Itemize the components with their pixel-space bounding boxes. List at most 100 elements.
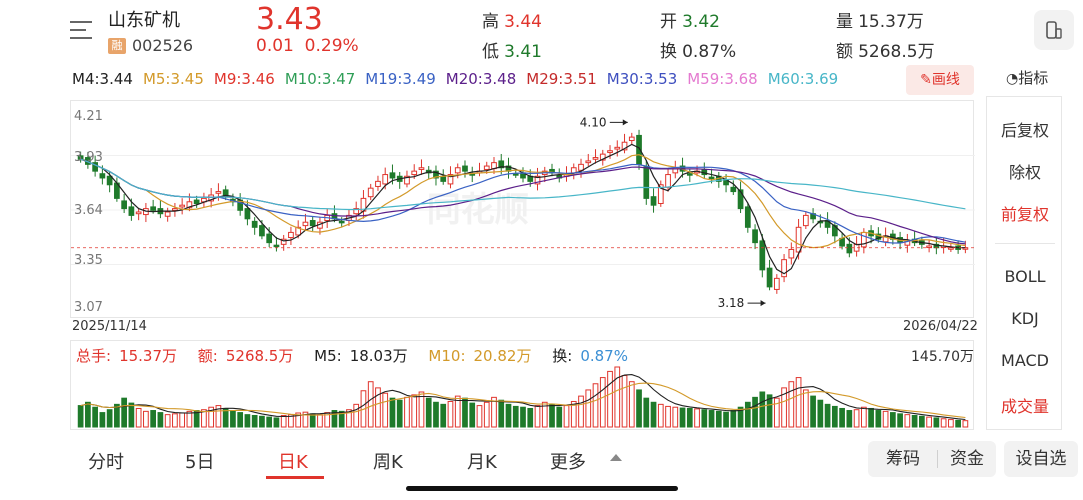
funds-button[interactable]: 资金 [938, 441, 996, 477]
candle-body [179, 204, 186, 208]
volume-bar [730, 410, 737, 428]
vol-m5-label: M5: [314, 347, 342, 365]
volume-bar [715, 410, 722, 428]
low-value: 3.41 [504, 42, 542, 62]
candle-body [244, 208, 251, 220]
stock-name: 山东矿机 [108, 10, 180, 31]
button-divider [937, 450, 938, 468]
y-tick-4: 3.07 [74, 300, 103, 315]
volume-bar [346, 409, 352, 428]
vol-turn-label: 换: [552, 347, 573, 365]
kline-chart[interactable]: 同花顺 4.10 3.18 [70, 100, 975, 318]
side-boll[interactable]: BOLL [1004, 267, 1046, 286]
vol-ma-line-10 [80, 382, 966, 419]
tab-5day[interactable]: 5日 [185, 452, 215, 473]
volume-bar [179, 412, 186, 428]
volume-bar [121, 397, 127, 428]
candle-body [273, 244, 280, 248]
volume-bar [462, 397, 468, 428]
menu-icon[interactable] [70, 18, 96, 42]
volume-bar [244, 414, 251, 428]
volume-bar [744, 401, 751, 428]
candle-body [295, 226, 302, 236]
change-pct: 0.29% [304, 36, 359, 56]
volume-bar [926, 416, 932, 428]
side-macd[interactable]: MACD [1001, 351, 1049, 370]
tab-intraday[interactable]: 分时 [88, 452, 124, 473]
candle-body [759, 240, 766, 271]
volume-bar [955, 419, 961, 428]
indicator-label: 指标 [1018, 69, 1049, 87]
volume-bar [440, 403, 447, 428]
candle-body [302, 221, 309, 227]
amount-value: 5268.5万 [858, 42, 935, 62]
volume-chart[interactable] [70, 340, 974, 430]
side-back-adjust[interactable]: 后复权 [1000, 121, 1049, 140]
indicator-button[interactable]: ◔指标 [1006, 67, 1048, 88]
low-label: 低 [482, 42, 499, 62]
volume-bar [795, 377, 802, 428]
candle-body [860, 231, 867, 248]
volume-bar [520, 406, 526, 428]
volume-bar [882, 410, 889, 428]
add-watchlist-button[interactable]: 设自选 [1004, 441, 1078, 477]
ma-item-1: M5:3.45 [142, 70, 204, 88]
candle-body [737, 189, 744, 210]
vol-m10-label: M10: [428, 347, 466, 365]
candle-body [781, 259, 787, 278]
tab-more[interactable]: 更多 [550, 452, 586, 473]
candle-body [534, 175, 541, 185]
candle-body [483, 165, 490, 170]
candle-body [802, 214, 809, 227]
candle-body [266, 233, 273, 244]
volume-bar [592, 383, 599, 428]
volume-bar [512, 405, 519, 428]
side-forward-adjust[interactable]: 前复权 [1000, 205, 1049, 224]
volume-bar [237, 412, 244, 428]
high-annotation: 4.10 [580, 115, 607, 129]
candle-body [404, 175, 410, 185]
volume-bar [469, 402, 476, 428]
candle-body [599, 153, 606, 161]
tab-monthly-k[interactable]: 月K [467, 452, 497, 473]
y-tick-1: 3.93 [74, 150, 103, 165]
volume-bar [752, 396, 758, 428]
volume-bar [143, 410, 149, 428]
draw-line-label: 画线 [931, 72, 960, 88]
volume-bar [788, 381, 795, 428]
volume-bar [802, 389, 809, 428]
volume-bar [266, 416, 273, 428]
side-volume[interactable]: 成交量 [1000, 397, 1049, 416]
volume-bar [476, 405, 483, 428]
candle-body [433, 170, 439, 179]
date-end: 2026/04/22 [903, 319, 978, 334]
volume-bar [643, 397, 650, 428]
volume-bar [824, 403, 831, 428]
volume-bar [201, 409, 207, 428]
candle-body [578, 163, 584, 171]
volume-bar [208, 406, 215, 428]
vol-total: 总手: 15.37万 [76, 347, 185, 365]
ma-item-7: M30:3.53 [606, 70, 678, 88]
volume-bar [454, 395, 461, 428]
vol-m10-value: 20.82万 [473, 347, 532, 365]
tab-weekly-k[interactable]: 周K [373, 452, 403, 473]
volume-bar [164, 414, 171, 428]
candle-body [926, 245, 932, 249]
ma-item-5: M20:3.48 [445, 70, 517, 88]
caret-up-icon[interactable] [610, 454, 622, 461]
chips-button[interactable]: 筹码 [868, 441, 938, 477]
high-label: 高 [482, 12, 499, 32]
landscape-toggle-button[interactable] [1034, 10, 1074, 50]
draw-line-button[interactable]: ✎画线 [906, 65, 974, 95]
volume-bar [273, 417, 280, 428]
side-kdj[interactable]: KDJ [1011, 309, 1039, 328]
candle-body [614, 146, 621, 150]
volume-bar [150, 410, 157, 428]
watermark: 同花顺 [427, 190, 529, 230]
volume-bar [259, 415, 265, 428]
low-annotation-arrowhead [760, 300, 766, 307]
tab-daily-k[interactable]: 日K [278, 452, 308, 473]
side-ex-right[interactable]: 除权 [1008, 163, 1041, 182]
candle-body [657, 184, 664, 204]
